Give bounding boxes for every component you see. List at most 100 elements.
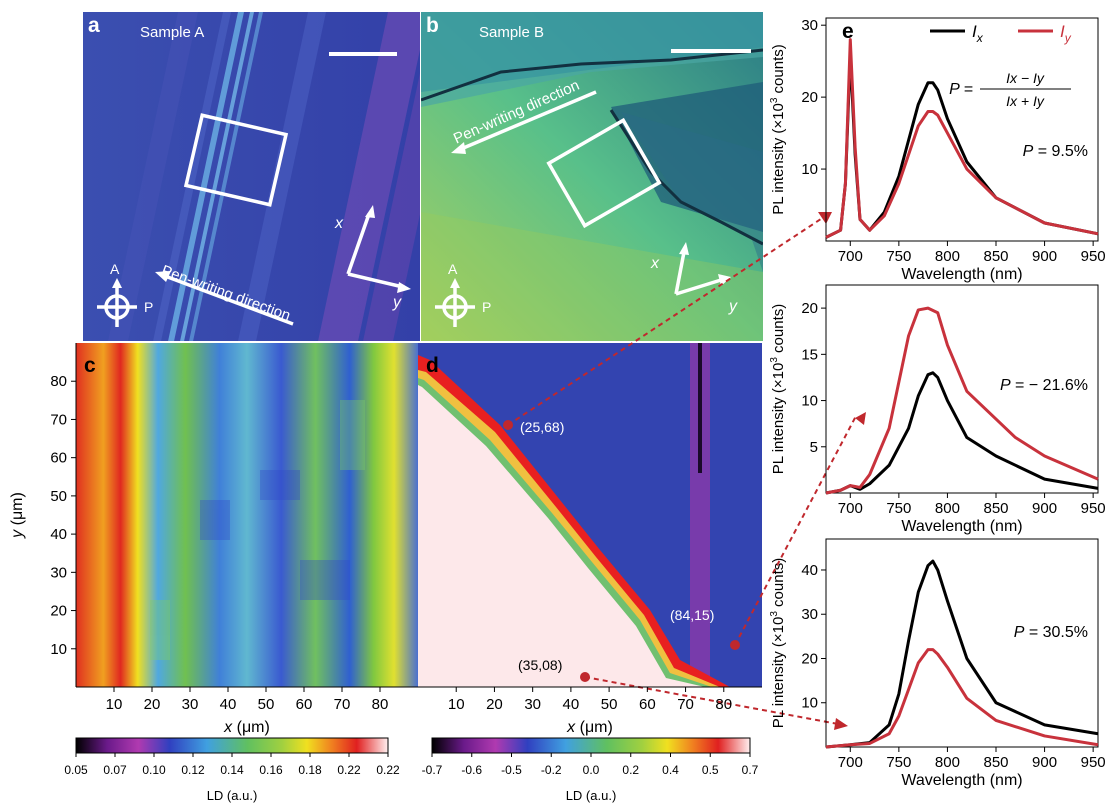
series-line-e2-Iy xyxy=(825,306,1099,495)
x-tick-label-c-30: 30 xyxy=(182,696,199,713)
panel-b-axis-y: y xyxy=(729,298,737,315)
y-tick-label-c-20: 20 xyxy=(50,603,67,620)
colorbar-tick-label-c-0: 0.05 xyxy=(64,763,88,777)
panel-b-analyzer-label: A xyxy=(448,261,458,277)
x-axis-label-d: x (μm) xyxy=(566,719,613,736)
x-tick-label-e2-750: 750 xyxy=(886,500,911,517)
colorbar-label-d: LD (a.u.) xyxy=(566,788,617,803)
x-tick-label-d-20: 20 xyxy=(486,696,503,713)
colorbar-tick-label-d-4: 0.0 xyxy=(583,763,600,777)
y-tick-label-e2-15: 15 xyxy=(801,346,818,363)
colorbar-tick-label-c-3: 0.12 xyxy=(181,763,205,777)
x-tick-label-e3-950: 950 xyxy=(1081,754,1106,771)
point-84-15 xyxy=(730,640,740,650)
panel-d-map xyxy=(418,343,762,687)
y-tick-label-e1-30: 30 xyxy=(801,17,818,34)
y-tick-label-e1-20: 20 xyxy=(801,89,818,106)
annotation-e2: P = − 21.6% xyxy=(1000,377,1088,394)
colorbar-label-c: LD (a.u.) xyxy=(207,788,258,803)
y-axis-label-e3: PL intensity (×103 counts) xyxy=(769,558,787,729)
panel-e-letter: e xyxy=(842,20,854,43)
y-tick-label-c-10: 10 xyxy=(50,641,67,658)
panel-b-sample-label: Sample B xyxy=(479,24,545,41)
formula-denominator: Ix + Iy xyxy=(1006,93,1045,109)
formula-numerator: Ix − Iy xyxy=(1006,70,1045,86)
y-axis-label-c: y (μm) xyxy=(9,492,26,539)
connector-1 xyxy=(507,212,831,426)
colorbar-tick-label-d-8: 0.7 xyxy=(742,763,759,777)
colorbar-tick-label-d-3: -0.2 xyxy=(541,763,562,777)
x-tick-label-e1-900: 900 xyxy=(1032,248,1057,265)
y-tick-label-e3-20: 20 xyxy=(801,650,818,667)
x-tick-label-e1-700: 700 xyxy=(838,248,863,265)
x-tick-label-e2-700: 700 xyxy=(838,500,863,517)
panel-d-letter: d xyxy=(426,354,439,377)
point-35-08 xyxy=(580,672,590,682)
spectrum-plot-e2: 700 750 800 850 900 950 5 10 15 20 Wavelength (nm)… xyxy=(769,284,1106,535)
x-tick-label-e1-950: 950 xyxy=(1081,248,1106,265)
annotation-e1: P = 9.5% xyxy=(1023,143,1088,160)
legend-label-Ix: Ix xyxy=(972,22,984,45)
colorbar-tick-label-c-8: 0.22 xyxy=(376,763,400,777)
point-label-84-15: (84,15) xyxy=(670,607,714,623)
spectrum-plot-e1: 700 750 800 850 900 950 10 20 30 Wavelength (nm) P… xyxy=(769,17,1106,283)
colorbar-tick-label-d-2: -0.5 xyxy=(501,763,522,777)
panel-a-analyzer-label: A xyxy=(110,261,120,277)
panel-a-image: a Sample A Pen-writing direction x y A P xyxy=(83,12,420,341)
colorbar-tick-label-d-5: 0.2 xyxy=(622,763,639,777)
plot-frame-e1 xyxy=(825,17,1099,242)
colorbar-tick-label-d-1: -0.6 xyxy=(461,763,482,777)
x-tick-label-c-70: 70 xyxy=(334,696,351,713)
x-tick-label-e3-750: 750 xyxy=(886,754,911,771)
x-tick-label-d-60: 60 xyxy=(639,696,656,713)
colorbar-tick-label-d-7: 0.5 xyxy=(702,763,719,777)
y-tick-label-e2-5: 5 xyxy=(810,439,818,456)
connector-2 xyxy=(734,415,857,646)
point-label-35-08: (35,08) xyxy=(518,657,562,673)
x-tick-label-d-50: 50 xyxy=(601,696,618,713)
y-tick-label-e1-10: 10 xyxy=(801,161,818,178)
y-tick-label-c-80: 80 xyxy=(50,373,67,390)
spectrum-plot-e3: 700 750 800 850 900 950 10 20 30 40 Wavelength (nm… xyxy=(769,538,1106,789)
panel-a-axis-x: x xyxy=(335,215,343,232)
legend-label-Iy: Iy xyxy=(1060,22,1072,45)
colorbar-tick-label-d-0: -0.7 xyxy=(422,763,443,777)
x-tick-label-e3-900: 900 xyxy=(1032,754,1057,771)
panel-b-image: b Sample B Pen-writing direction x y A P xyxy=(421,12,763,341)
y-tick-label-e3-40: 40 xyxy=(801,562,818,579)
panel-a-polarizer-label: P xyxy=(144,299,154,315)
y-tick-label-c-50: 50 xyxy=(50,488,67,505)
colorbar-tick-label-d-6: 0.4 xyxy=(662,763,679,777)
x-axis-label-e1: Wavelength (nm) xyxy=(901,266,1022,283)
x-tick-label-c-60: 60 xyxy=(296,696,313,713)
colorbar-tick-label-c-1: 0.07 xyxy=(103,763,127,777)
colorbar-tick-label-c-6: 0.18 xyxy=(298,763,322,777)
x-tick-label-d-80: 80 xyxy=(715,696,732,713)
x-tick-label-e2-900: 900 xyxy=(1032,500,1057,517)
x-axis-label-e2: Wavelength (nm) xyxy=(901,518,1022,535)
panel-b-axis-x: x xyxy=(651,255,659,272)
y-tick-label-e2-20: 20 xyxy=(801,300,818,317)
x-tick-label-e3-700: 700 xyxy=(838,754,863,771)
series-line-e1-Iy xyxy=(825,38,1099,239)
y-tick-label-c-30: 30 xyxy=(50,564,67,581)
x-tick-label-d-40: 40 xyxy=(563,696,580,713)
x-tick-label-c-20: 20 xyxy=(144,696,161,713)
colorbar-tick-label-c-7: 0.22 xyxy=(337,763,361,777)
y-axis-label-e2: PL intensity (×103 counts) xyxy=(769,304,787,475)
colorbar-tick-label-c-2: 0.10 xyxy=(142,763,166,777)
series-line-e3-Ix xyxy=(825,559,1099,749)
panel-a-axis-y: y xyxy=(393,294,401,311)
panel-c-letter: c xyxy=(84,354,96,377)
y-tick-label-e3-30: 30 xyxy=(801,606,818,623)
panel-b-polarizer-label: P xyxy=(482,299,492,315)
panel-b-letter: b xyxy=(426,14,439,37)
panel-c-map xyxy=(76,343,418,687)
x-tick-label-d-30: 30 xyxy=(524,696,541,713)
x-axis-label-c: x (μm) xyxy=(223,719,270,736)
x-tick-label-e2-950: 950 xyxy=(1081,500,1106,517)
y-tick-label-c-60: 60 xyxy=(50,450,67,467)
series-line-e3-Iy xyxy=(825,648,1099,749)
